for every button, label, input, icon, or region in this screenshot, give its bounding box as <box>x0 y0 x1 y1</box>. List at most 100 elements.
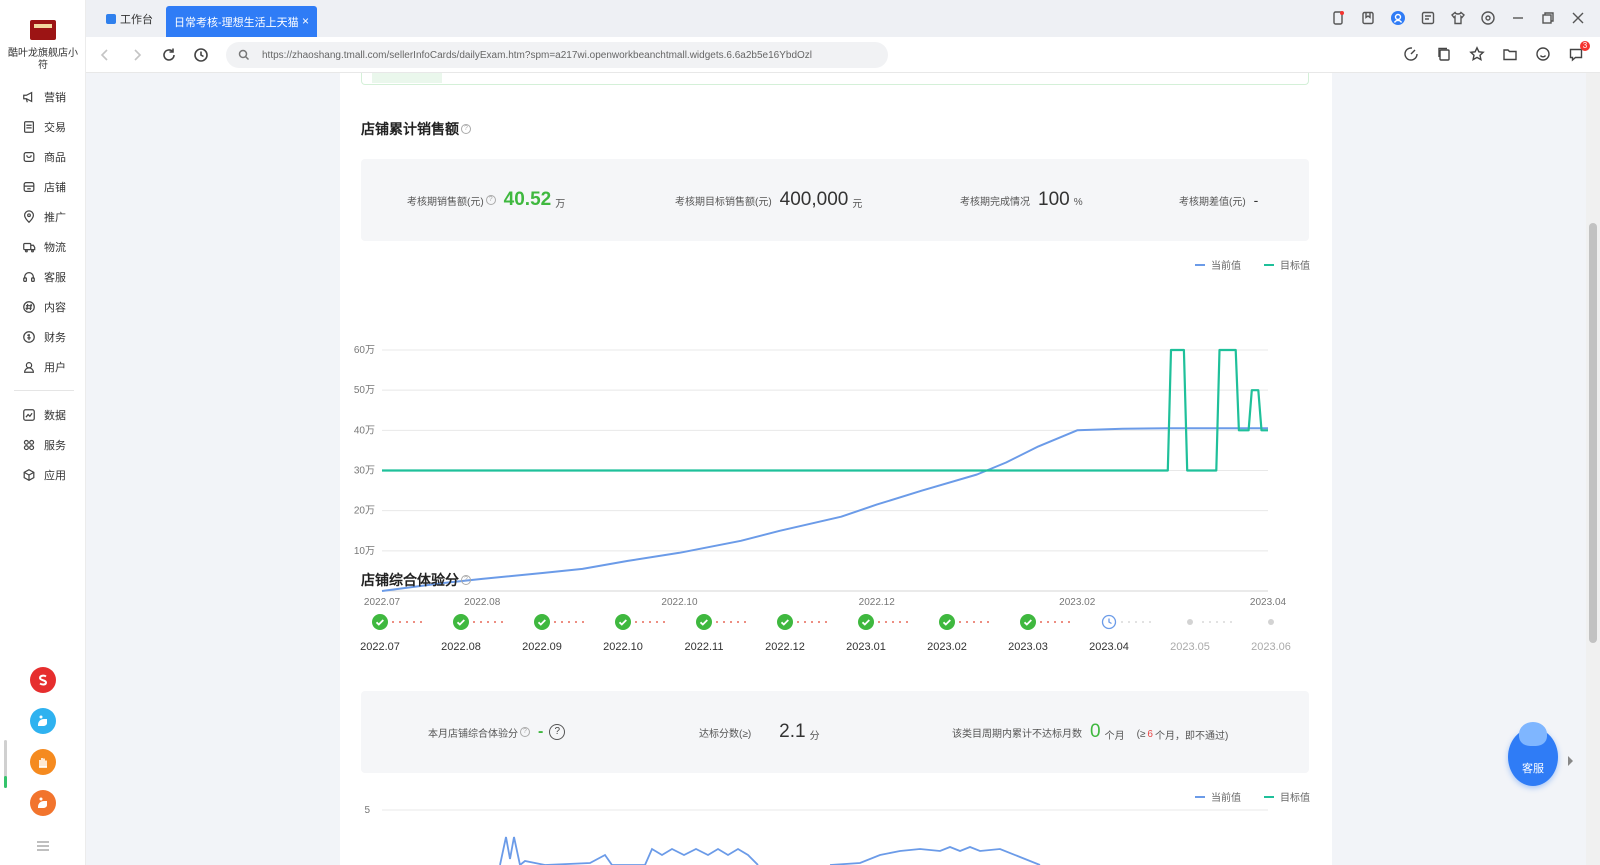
minimize-icon[interactable] <box>1510 10 1526 26</box>
restore-icon[interactable] <box>1540 10 1556 26</box>
trend-icon <box>23 409 35 421</box>
timeline-month-3[interactable]: 2022.10 <box>593 613 653 653</box>
message-icon[interactable]: 3 <box>1568 41 1590 64</box>
x-tick-label: 2023.02 <box>1059 597 1096 608</box>
stat-value: 40.52 <box>503 189 552 210</box>
close-icon[interactable]: × <box>301 14 309 28</box>
timeline-month-7[interactable]: 2023.02 <box>917 613 977 653</box>
legend-label: 当前值 <box>1211 261 1241 272</box>
timeline-month-11[interactable]: 2023.06 <box>1241 613 1301 653</box>
timeline-month-9[interactable]: 2023.04 <box>1079 613 1139 653</box>
legend-target[interactable]: 目标值 <box>1264 257 1310 272</box>
phone-notice-icon[interactable] <box>1330 10 1346 26</box>
copy-icon[interactable] <box>1436 46 1454 64</box>
legend-current-2[interactable]: 当前值 <box>1195 789 1241 804</box>
timeline-month-label: 2022.10 <box>603 641 643 653</box>
settings-icon[interactable] <box>1480 10 1496 26</box>
stat-label: 考核期完成情况 <box>960 196 1030 208</box>
sidebar-item-data[interactable]: 数据 <box>0 400 86 430</box>
main-nav: 营销 交易 商品 店铺 推广 物流 客服 内容 <box>0 82 86 382</box>
app-shortcut-hand-icon[interactable] <box>30 749 56 775</box>
refresh-icon[interactable] <box>160 46 178 64</box>
customer-service-button[interactable]: 客服 <box>1508 722 1558 786</box>
help-circle-icon[interactable]: ? <box>549 724 566 740</box>
back-icon[interactable] <box>96 46 114 64</box>
hamburger-menu-icon[interactable] <box>36 840 50 852</box>
url-text: https://zhaoshang.tmall.com/sellerInfoCa… <box>262 49 813 61</box>
timeline-connector <box>878 621 913 623</box>
timeline-month-8[interactable]: 2023.03 <box>998 613 1058 653</box>
bookmark-icon[interactable] <box>1360 10 1376 26</box>
stat-label: 考核期差值(元) <box>1179 196 1246 208</box>
forward-icon[interactable] <box>128 46 146 64</box>
series-line-current <box>829 846 1041 865</box>
sidebar-item-logistics[interactable]: 物流 <box>0 232 86 262</box>
smiley-icon[interactable] <box>1535 46 1553 64</box>
sidebar-item-finance[interactable]: 财务 <box>0 322 86 352</box>
help-icon[interactable]: ? <box>520 727 530 737</box>
future-dot-icon <box>1181 613 1199 631</box>
legend-current[interactable]: 当前值 <box>1195 257 1241 272</box>
sidebar-item-promotion[interactable]: 推广 <box>0 202 86 232</box>
sidebar-item-goods[interactable]: 商品 <box>0 142 86 172</box>
series-line-current <box>381 427 1268 592</box>
timeline-month-5[interactable]: 2022.12 <box>755 613 815 653</box>
receipt-icon <box>24 121 34 133</box>
x-tick-label: 2022.12 <box>859 597 896 608</box>
sidebar-item-content[interactable]: 内容 <box>0 292 86 322</box>
scrollbar-thumb[interactable] <box>1589 223 1597 643</box>
history-icon[interactable] <box>192 46 210 64</box>
url-field[interactable]: https://zhaoshang.tmall.com/sellerInfoCa… <box>226 42 888 68</box>
browser-toolbar: 3 <box>1388 41 1590 64</box>
avatar-icon[interactable] <box>1390 10 1406 26</box>
sidebar-item-store[interactable]: 店铺 <box>0 172 86 202</box>
stat-pass-score: 达标分数(≥) 2.1 分 <box>699 691 820 773</box>
timeline-month-2[interactable]: 2022.09 <box>512 613 572 653</box>
shirt-icon[interactable] <box>1450 10 1466 26</box>
legend-target-2[interactable]: 目标值 <box>1264 789 1310 804</box>
sidebar-item-users[interactable]: 用户 <box>0 352 86 382</box>
legend-swatch <box>1264 263 1274 266</box>
future-dot-icon <box>1262 613 1280 631</box>
timeline-month-10[interactable]: 2023.05 <box>1160 613 1220 653</box>
tab-daily-exam[interactable]: 日常考核-理想生活上天猫 × <box>166 6 317 37</box>
timeline-connector <box>635 621 670 623</box>
sidebar-item-apps[interactable]: 应用 <box>0 460 86 490</box>
expand-arrow-icon[interactable] <box>1568 756 1573 766</box>
location-icon <box>24 210 34 224</box>
close-window-icon[interactable] <box>1570 10 1586 26</box>
help-icon[interactable]: ? <box>461 124 471 134</box>
sidebar-item-services[interactable]: 服务 <box>0 430 86 460</box>
timeline-month-0[interactable]: 2022.07 <box>350 613 410 653</box>
sidebar-item-trade[interactable]: 交易 <box>0 112 86 142</box>
page-scrollbar[interactable] <box>1586 73 1600 865</box>
timeline-month-6[interactable]: 2023.01 <box>836 613 896 653</box>
sidebar-item-label: 数据 <box>44 410 66 422</box>
sidebar-item-label: 推广 <box>44 212 66 224</box>
timeline-connector <box>1040 621 1075 623</box>
help-icon[interactable]: ? <box>461 575 471 585</box>
sidebar-item-label: 交易 <box>44 122 66 134</box>
tab-workbench[interactable]: 工作台 <box>106 8 153 30</box>
section-title-text: 店铺累计销售额 <box>361 121 459 137</box>
store-logo[interactable] <box>30 20 56 40</box>
star-icon[interactable] <box>1469 46 1487 64</box>
app-shortcut-red-icon[interactable] <box>30 667 56 693</box>
app-shortcut-orange-icon[interactable] <box>30 790 56 816</box>
edit-note-icon[interactable] <box>1420 10 1436 26</box>
app-shortcut-blue-icon[interactable] <box>30 708 56 734</box>
y-tick-label: 60万 <box>354 345 375 356</box>
store-name[interactable]: 酷叶龙旗舰店小符 <box>8 48 78 71</box>
sidebar-item-marketing[interactable]: 营销 <box>0 82 86 112</box>
timeline-month-label: 2023.02 <box>927 641 967 653</box>
folder-icon[interactable] <box>1502 46 1520 64</box>
sidebar-item-customer-service[interactable]: 客服 <box>0 262 86 292</box>
help-icon[interactable]: ? <box>485 195 496 205</box>
timeline-month-4[interactable]: 2022.11 <box>674 613 734 653</box>
timeline-month-label: 2022.09 <box>522 641 562 653</box>
check-circle-icon <box>857 613 875 631</box>
clock-icon <box>1100 613 1118 631</box>
timeline-month-label: 2022.12 <box>765 641 805 653</box>
speed-icon[interactable] <box>1403 46 1421 64</box>
timeline-month-1[interactable]: 2022.08 <box>431 613 491 653</box>
